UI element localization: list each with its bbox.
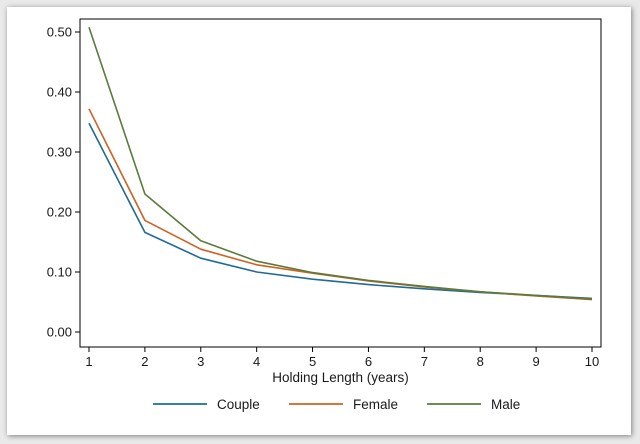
line-chart: 0.00 0.10 0.20 0.30 0.40 0.50 1 2 3 4 5 6 7 8 9 10 Hol…	[47, 18, 602, 412]
plot-border	[79, 18, 602, 348]
x-tick-label: 3	[197, 354, 204, 369]
y-tick-label: 0.00	[47, 325, 72, 340]
chart-card: 0.00 0.10 0.20 0.30 0.40 0.50 1 2 3 4 5 6 7 8 9 10 Hol…	[7, 7, 631, 435]
y-axis: 0.00 0.10 0.20 0.30 0.40 0.50	[47, 25, 80, 340]
y-tick-label: 0.30	[47, 145, 72, 160]
y-tick-label: 0.40	[47, 85, 72, 100]
x-tick-label: 6	[365, 354, 372, 369]
y-tick-label: 0.20	[47, 205, 72, 220]
legend: Couple Female Male	[153, 397, 520, 412]
legend-label-female: Female	[353, 397, 398, 412]
x-tick-label: 1	[85, 354, 92, 369]
x-tick-label: 4	[253, 354, 260, 369]
y-tick-label: 0.10	[47, 265, 72, 280]
x-tick-label: 2	[141, 354, 148, 369]
plot-frame	[79, 18, 602, 348]
series-line-male	[88, 26, 593, 300]
x-axis-title: Holding Length (years)	[272, 370, 409, 385]
x-tick-label: 7	[421, 354, 428, 369]
x-tick-label: 5	[309, 354, 316, 369]
x-tick-label: 8	[477, 354, 484, 369]
legend-label-couple: Couple	[217, 397, 260, 412]
x-axis: 1 2 3 4 5 6 7 8 9 10	[85, 347, 599, 369]
x-tick-label: 9	[532, 354, 539, 369]
y-tick-label: 0.50	[47, 25, 72, 40]
series-line-female	[88, 108, 593, 301]
x-tick-label: 10	[585, 354, 599, 369]
legend-label-male: Male	[491, 397, 520, 412]
series-lines	[88, 26, 593, 301]
